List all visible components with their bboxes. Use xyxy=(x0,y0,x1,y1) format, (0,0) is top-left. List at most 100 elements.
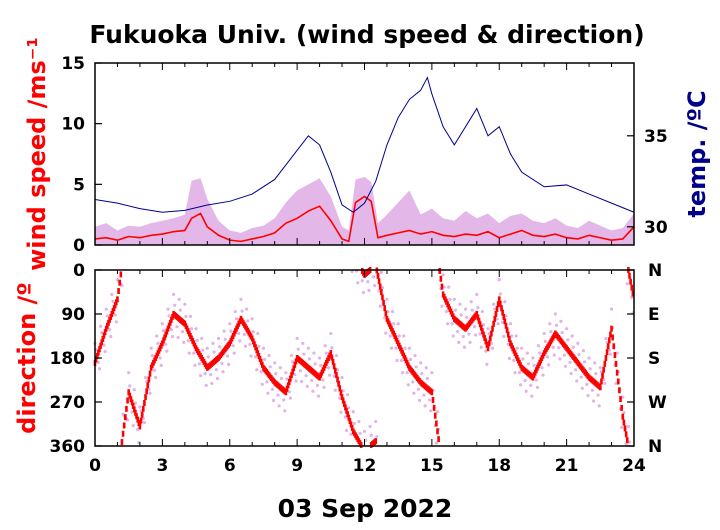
direction-max-point xyxy=(445,322,450,326)
direction-max-point xyxy=(284,371,288,375)
direction-max-point xyxy=(187,351,191,355)
direction-max-point xyxy=(565,327,569,331)
direction-max-point xyxy=(582,360,587,364)
direction-max-point xyxy=(244,307,249,311)
direction-max-point xyxy=(468,340,472,344)
direction-point xyxy=(130,399,134,406)
direction-max-point xyxy=(311,389,315,393)
direction-max-point xyxy=(193,363,197,367)
direction-point xyxy=(610,325,613,332)
direction-max-point xyxy=(266,391,270,395)
direction-max-point xyxy=(552,353,556,357)
direction-max-point xyxy=(425,376,429,381)
direction-point xyxy=(101,335,105,342)
direction-max-point xyxy=(143,375,148,380)
direction-max-point xyxy=(476,306,480,310)
direction-max-point xyxy=(591,399,596,403)
direction-point xyxy=(499,300,502,307)
direction-max-point xyxy=(294,379,298,383)
direction-max-point xyxy=(434,441,438,445)
direction-max-point xyxy=(110,292,114,297)
direction-point xyxy=(476,314,480,321)
direction-max-point xyxy=(540,366,544,370)
direction-max-point xyxy=(243,344,248,348)
direction-max-point xyxy=(104,307,108,311)
direction-max-point xyxy=(510,334,514,338)
direction-max-point xyxy=(625,282,629,286)
direction-max-point xyxy=(484,349,488,353)
direction-point xyxy=(118,279,122,286)
direction-max-point xyxy=(553,312,557,316)
direction-max-point xyxy=(407,346,412,350)
compass-tick-label: N xyxy=(648,261,662,281)
direction-max-point xyxy=(182,340,186,344)
direction-max-point xyxy=(570,334,574,338)
direction-max-point xyxy=(250,317,254,321)
speed-tick-label: 0 xyxy=(73,236,85,256)
direction-max-point xyxy=(368,424,372,429)
direction-point xyxy=(605,349,609,356)
direction-max-point xyxy=(158,356,162,360)
direction-point xyxy=(433,412,437,419)
direction-max-point xyxy=(517,371,522,375)
direction-max-point xyxy=(316,394,321,398)
direction-max-point xyxy=(621,395,625,399)
direction-point xyxy=(437,436,440,443)
direction-point xyxy=(501,309,504,316)
direction-point xyxy=(334,367,337,374)
compass-tick-label: N xyxy=(648,437,662,457)
direction-point xyxy=(350,424,354,431)
direction-max-point xyxy=(212,350,216,354)
direction-max-point xyxy=(138,405,142,409)
direction-max-point xyxy=(580,386,584,390)
compass-tick-label: W xyxy=(648,393,667,413)
direction-max-point xyxy=(265,380,269,384)
direction-max-point xyxy=(609,307,614,311)
direction-max-point xyxy=(310,378,314,383)
direction-max-point xyxy=(200,336,204,341)
direction-point xyxy=(380,289,383,295)
direction-max-point xyxy=(332,374,336,378)
direction-max-point xyxy=(296,347,300,351)
direction-point xyxy=(137,420,141,427)
direction-max-point xyxy=(148,391,152,395)
direction-max-point xyxy=(285,377,289,381)
direction-point xyxy=(484,338,488,345)
direction-point xyxy=(339,389,343,396)
direction-max-point xyxy=(317,356,322,360)
direction-point xyxy=(600,378,603,385)
direction-max-point xyxy=(475,292,479,297)
direction-point xyxy=(145,388,148,395)
direction-max-point xyxy=(535,385,540,389)
direction-max-point xyxy=(545,355,550,359)
direction-max-point xyxy=(569,372,573,376)
direction-max-point xyxy=(222,329,226,333)
x-tick-label: 21 xyxy=(555,456,579,476)
direction-max-point xyxy=(575,379,579,383)
direction-max-point xyxy=(401,371,405,375)
direction-point xyxy=(139,417,143,424)
direction-max-point xyxy=(585,382,589,386)
direction-max-point xyxy=(340,375,344,380)
direction-max-point xyxy=(480,309,485,314)
direction-max-point xyxy=(186,339,190,343)
direction-max-point xyxy=(551,345,555,349)
direction-max-point xyxy=(278,366,282,370)
direction-max-point xyxy=(211,341,215,345)
direction-max-point xyxy=(246,319,250,323)
direction-max-point xyxy=(530,394,534,398)
direction-max-point xyxy=(111,299,115,303)
direction-max-point xyxy=(508,322,513,326)
direction-point xyxy=(289,375,292,382)
direction-max-point xyxy=(215,376,219,381)
direction-max-point xyxy=(518,383,523,387)
direction-max-point xyxy=(160,322,164,326)
direction-max-point xyxy=(189,327,194,331)
direction-point xyxy=(284,389,288,396)
direction-point xyxy=(619,396,622,403)
direction-max-point xyxy=(581,349,586,353)
direction-max-point xyxy=(406,383,410,387)
x-tick-label: 3 xyxy=(156,456,168,476)
direction-max-point xyxy=(577,352,581,357)
